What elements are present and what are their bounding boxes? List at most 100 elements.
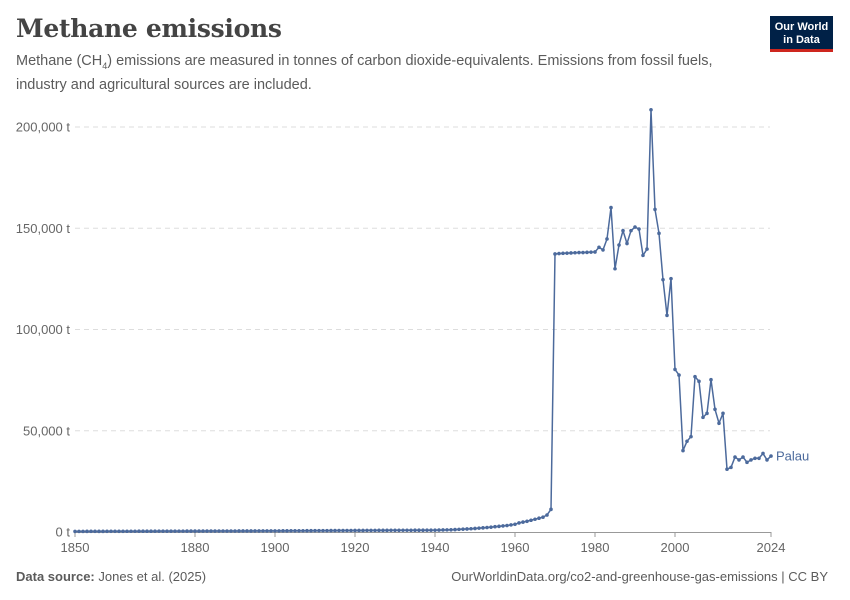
data-point [469,526,473,531]
data-point [749,458,753,462]
data-point [593,250,597,254]
data-point [393,528,397,533]
data-point [621,228,625,233]
x-tick-label: 1920 [341,540,370,555]
data-point [537,516,541,521]
data-point [553,252,557,256]
data-point [241,529,245,533]
data-point [361,528,365,533]
data-point [345,528,349,533]
data-point [185,529,189,533]
data-point [169,529,173,533]
data-point [453,527,457,532]
data-point [693,374,697,379]
data-point [497,524,501,529]
data-point [681,448,685,453]
data-point [121,529,125,534]
data-point [581,250,585,255]
data-point [409,528,413,533]
data-point [189,529,193,533]
data-point [449,527,453,532]
data-point [301,528,305,533]
data-point [257,529,261,533]
data-point [589,250,593,254]
data-point [441,528,445,532]
owid-logo[interactable]: Our World in Data [770,16,833,52]
data-point [417,528,421,533]
logo-line-1: Our World [774,21,829,33]
data-point [105,529,109,534]
data-point [561,251,565,256]
data-point [517,521,521,525]
subtitle-subscript: 4 [102,60,108,71]
data-point [565,251,569,255]
data-point [233,529,237,533]
data-point [205,529,209,533]
data-point [697,379,701,384]
data-point [281,529,285,533]
data-point [729,465,733,470]
data-point [617,243,621,247]
data-point [653,207,657,212]
data-point [73,529,77,534]
data-point [325,528,329,533]
data-point [689,434,693,439]
data-point [397,528,401,533]
data-point [485,525,489,530]
data-point [81,529,85,534]
data-point [353,528,357,533]
data-point [373,528,377,533]
data-point [385,528,389,533]
data-point [513,522,517,527]
data-point [709,377,713,382]
x-tick-label: 1960 [501,540,530,555]
data-point [117,529,121,534]
data-point [701,415,705,420]
y-tick-label: 0 t [56,525,71,540]
subtitle-text-rest: ) emissions are measured in tonnes of ca… [16,53,713,93]
data-point [77,529,81,534]
data-point [125,529,129,534]
data-point [289,529,293,533]
source-label: Data source: [16,569,95,584]
data-point [741,455,745,459]
subtitle-text: Methane (CH [16,53,103,69]
data-point [377,528,381,533]
data-point [329,528,333,533]
data-point [657,231,661,236]
data-point [525,519,529,524]
data-point [153,529,157,533]
data-point [725,467,729,472]
chart-subtitle: Methane (CH4) emissions are measured in … [16,52,736,95]
data-point [317,528,321,533]
data-point [265,529,269,533]
x-tick-label: 1980 [581,540,610,555]
data-point [597,245,601,250]
data-point [405,528,409,533]
series-line-palau [74,109,772,533]
data-point [493,524,497,529]
footer-url[interactable]: OurWorldinData.org/co2-and-greenhouse-ga… [451,569,828,584]
data-point [133,529,137,534]
data-point [93,529,97,534]
data-point [97,529,101,534]
chart-title: Methane emissions [16,14,282,43]
data-point [141,529,145,534]
source-link[interactable]: Jones et al. (2025) [98,569,207,584]
x-tick-label: 2000 [661,540,690,555]
data-point [157,529,161,533]
data-point [457,527,461,532]
data-point [437,528,441,532]
data-point [573,250,577,255]
data-point [337,528,341,533]
data-point [285,529,289,533]
data-point [277,529,281,533]
data-point [461,527,465,531]
data-point [165,529,169,533]
data-point [677,373,681,377]
data-point [421,528,425,533]
data-point [305,528,309,533]
data-point [737,458,741,462]
data-point [389,528,393,533]
data-point [645,247,649,251]
